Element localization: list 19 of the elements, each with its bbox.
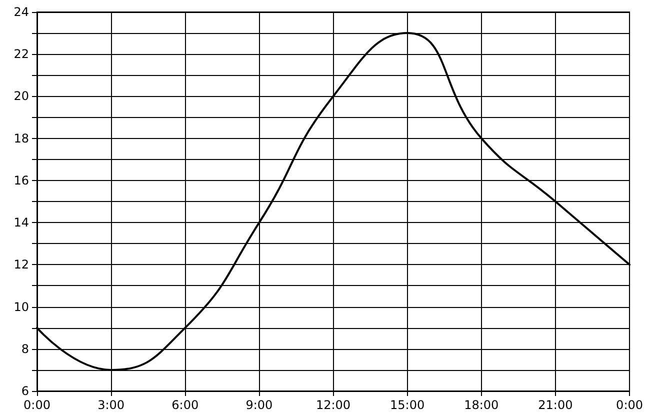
y-tick-label: 14: [14, 216, 29, 230]
y-tick-label: 10: [14, 300, 29, 314]
y-tick-label: 6: [21, 384, 29, 398]
x-tick-label: 0:00: [616, 398, 644, 412]
x-tick-label: 6:00: [172, 398, 199, 412]
x-tick-label: 3:00: [98, 398, 125, 412]
x-tick-label: 15:00: [390, 398, 425, 412]
x-tick-label: 12:00: [316, 398, 351, 412]
x-tick-label: 9:00: [246, 398, 273, 412]
x-tick-label: 0:00: [24, 398, 50, 412]
x-tick-label: 18:00: [464, 398, 499, 412]
y-tick-label: 24: [14, 5, 29, 19]
x-tick-label: 21:00: [538, 398, 573, 412]
y-tick-label: 16: [14, 173, 29, 188]
y-tick-label: 20: [14, 89, 29, 104]
y-tick-label: 18: [14, 131, 29, 146]
y-tick-label: 8: [21, 342, 29, 356]
y-tick-label: 12: [14, 258, 29, 272]
y-tick-label: 22: [14, 47, 29, 62]
